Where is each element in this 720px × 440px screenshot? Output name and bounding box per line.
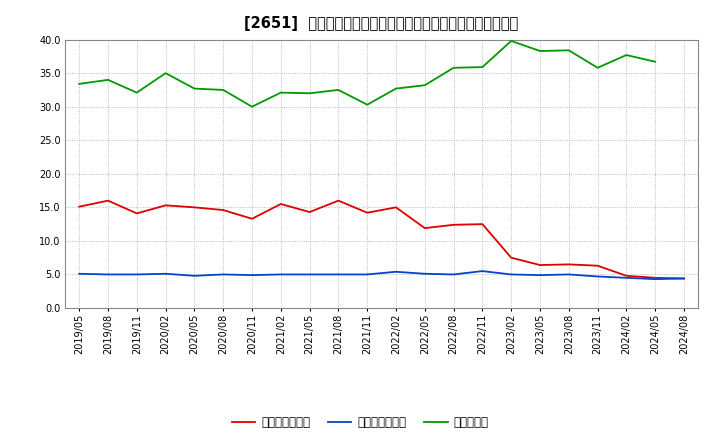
売上債権回転率 (593, 263, 602, 268)
買入債務回転率 (161, 271, 170, 276)
売上債権回転率 (334, 198, 343, 203)
買入債務回転率 (305, 272, 314, 277)
Legend: 売上債権回転率, 買入債務回転率, 在庫回転率: 売上債権回転率, 買入債務回転率, 在庫回転率 (227, 412, 493, 434)
在庫回転率 (478, 65, 487, 70)
買入債務回転率 (449, 272, 458, 277)
買入債務回転率 (104, 272, 112, 277)
在庫回転率 (651, 59, 660, 64)
買入債務回転率 (392, 269, 400, 275)
売上債権回転率 (622, 273, 631, 279)
売上債権回転率 (104, 198, 112, 203)
在庫回転率 (334, 87, 343, 92)
在庫回転率 (564, 48, 573, 53)
買入債務回転率 (507, 272, 516, 277)
在庫回転率 (276, 90, 285, 95)
在庫回転率 (161, 70, 170, 76)
売上債権回転率 (420, 226, 429, 231)
買入債務回転率 (276, 272, 285, 277)
売上債権回転率 (449, 222, 458, 227)
在庫回転率 (190, 86, 199, 91)
売上債権回転率 (276, 202, 285, 207)
売上債権回転率 (564, 262, 573, 267)
買入債務回転率 (248, 272, 256, 278)
買入債務回転率 (478, 268, 487, 274)
在庫回転率 (104, 77, 112, 82)
買入債務回転率 (564, 272, 573, 277)
在庫回転率 (132, 90, 141, 95)
在庫回転率 (305, 91, 314, 96)
買入債務回転率 (363, 272, 372, 277)
売上債権回転率 (305, 209, 314, 215)
Title: [2651]  売上債権回転率、買入債務回転率、在庫回転率の推移: [2651] 売上債権回転率、買入債務回転率、在庫回転率の推移 (245, 16, 518, 32)
売上債権回転率 (478, 221, 487, 227)
買入債務回転率 (680, 276, 688, 281)
売上債権回転率 (680, 276, 688, 281)
売上債権回転率 (651, 275, 660, 280)
買入債務回転率 (334, 272, 343, 277)
在庫回転率 (536, 48, 544, 54)
在庫回転率 (449, 65, 458, 70)
売上債権回転率 (536, 262, 544, 268)
売上債権回転率 (363, 210, 372, 215)
買入債務回転率 (536, 272, 544, 278)
買入債務回転率 (132, 272, 141, 277)
在庫回転率 (248, 104, 256, 109)
在庫回転率 (507, 38, 516, 44)
売上債権回転率 (132, 211, 141, 216)
在庫回転率 (363, 102, 372, 107)
在庫回転率 (392, 86, 400, 91)
買入債務回転率 (219, 272, 228, 277)
買入債務回転率 (651, 276, 660, 282)
売上債権回転率 (75, 204, 84, 209)
売上債権回転率 (190, 205, 199, 210)
在庫回転率 (420, 83, 429, 88)
売上債権回転率 (219, 207, 228, 213)
買入債務回転率 (75, 271, 84, 276)
Line: 売上債権回転率: 売上債権回転率 (79, 201, 684, 279)
在庫回転率 (622, 52, 631, 58)
売上債権回転率 (507, 255, 516, 260)
売上債権回転率 (248, 216, 256, 221)
在庫回転率 (219, 87, 228, 92)
Line: 在庫回転率: 在庫回転率 (79, 41, 655, 106)
在庫回転率 (75, 81, 84, 87)
買入債務回転率 (420, 271, 429, 276)
買入債務回転率 (190, 273, 199, 279)
買入債務回転率 (622, 275, 631, 280)
在庫回転率 (593, 65, 602, 70)
売上債権回転率 (161, 203, 170, 208)
買入債務回転率 (593, 274, 602, 279)
売上債権回転率 (392, 205, 400, 210)
Line: 買入債務回転率: 買入債務回転率 (79, 271, 684, 279)
